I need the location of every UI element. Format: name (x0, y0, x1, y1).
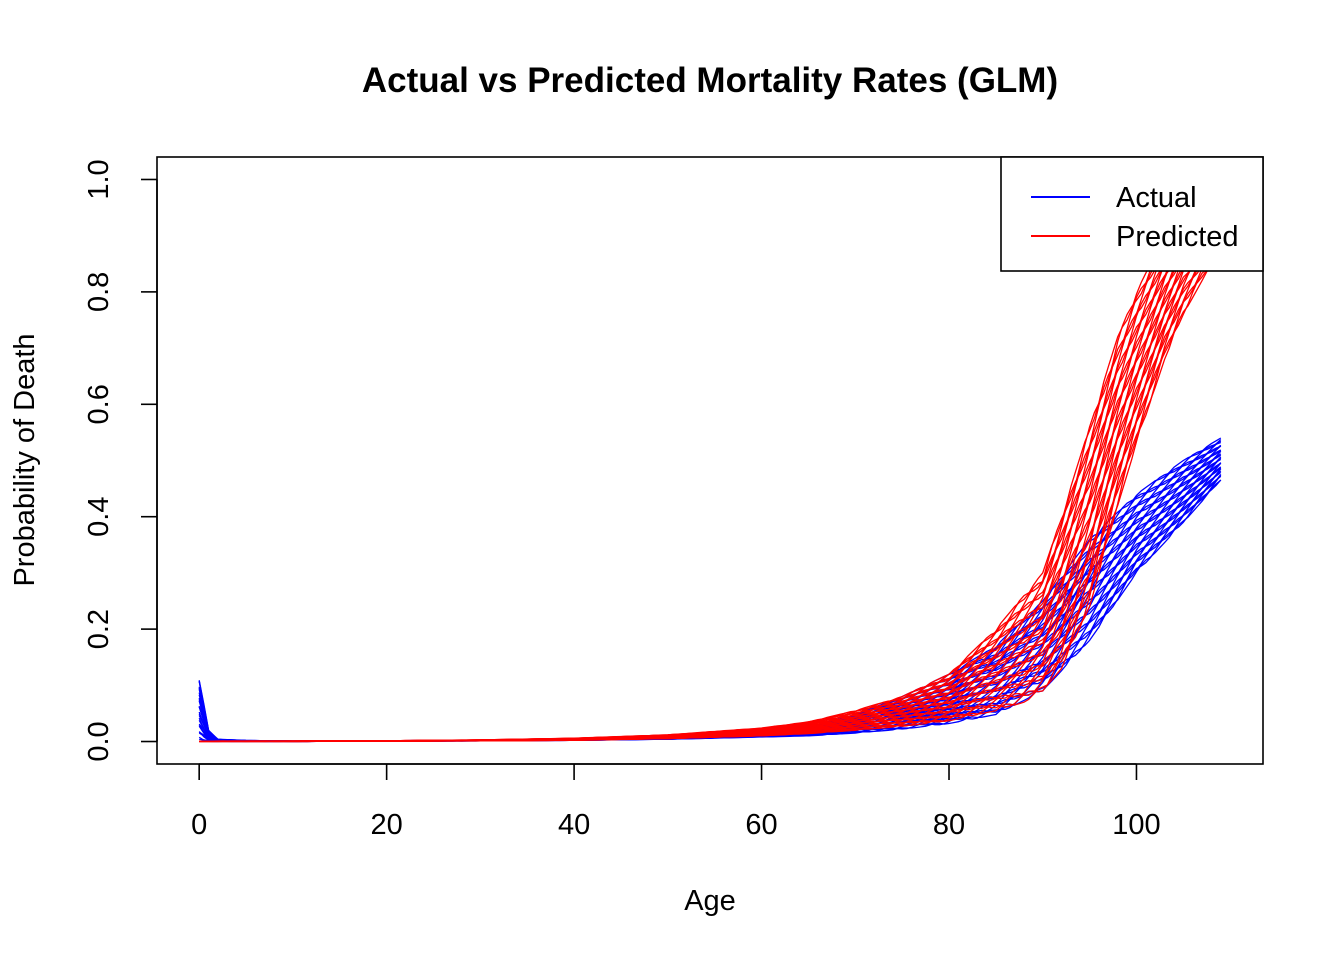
x-axis: 0 20 40 60 80 100 (191, 763, 1161, 841)
x-tick-label: 40 (558, 809, 590, 841)
y-tick-label: 0.0 (83, 721, 115, 761)
chart-title: Actual vs Predicted Mortality Rates (GLM… (362, 61, 1058, 100)
series-predicted (199, 178, 1222, 743)
y-tick-label: 0.4 (83, 497, 115, 537)
y-axis-label: Probability of Death (9, 333, 41, 586)
x-tick-label: 60 (745, 809, 777, 841)
y-axis: 0.0 0.2 0.4 0.6 0.8 1.0 (83, 159, 158, 762)
y-tick-label: 1.0 (83, 159, 115, 199)
y-tick-label: 0.6 (83, 384, 115, 424)
x-tick-label: 100 (1112, 809, 1160, 841)
x-tick-label: 20 (371, 809, 403, 841)
series-line-predicted (199, 178, 1221, 742)
y-tick-label: 0.2 (83, 609, 115, 649)
x-tick-label: 80 (933, 809, 965, 841)
series-layer (198, 178, 1222, 743)
x-tick-label: 0 (191, 809, 207, 841)
legend: Actual Predicted (1000, 156, 1264, 272)
legend-label-predicted: Predicted (1116, 221, 1239, 253)
legend-box (1000, 156, 1264, 272)
y-tick-label: 0.8 (83, 272, 115, 312)
legend-label-actual: Actual (1116, 182, 1197, 214)
x-axis-label: Age (684, 885, 736, 917)
